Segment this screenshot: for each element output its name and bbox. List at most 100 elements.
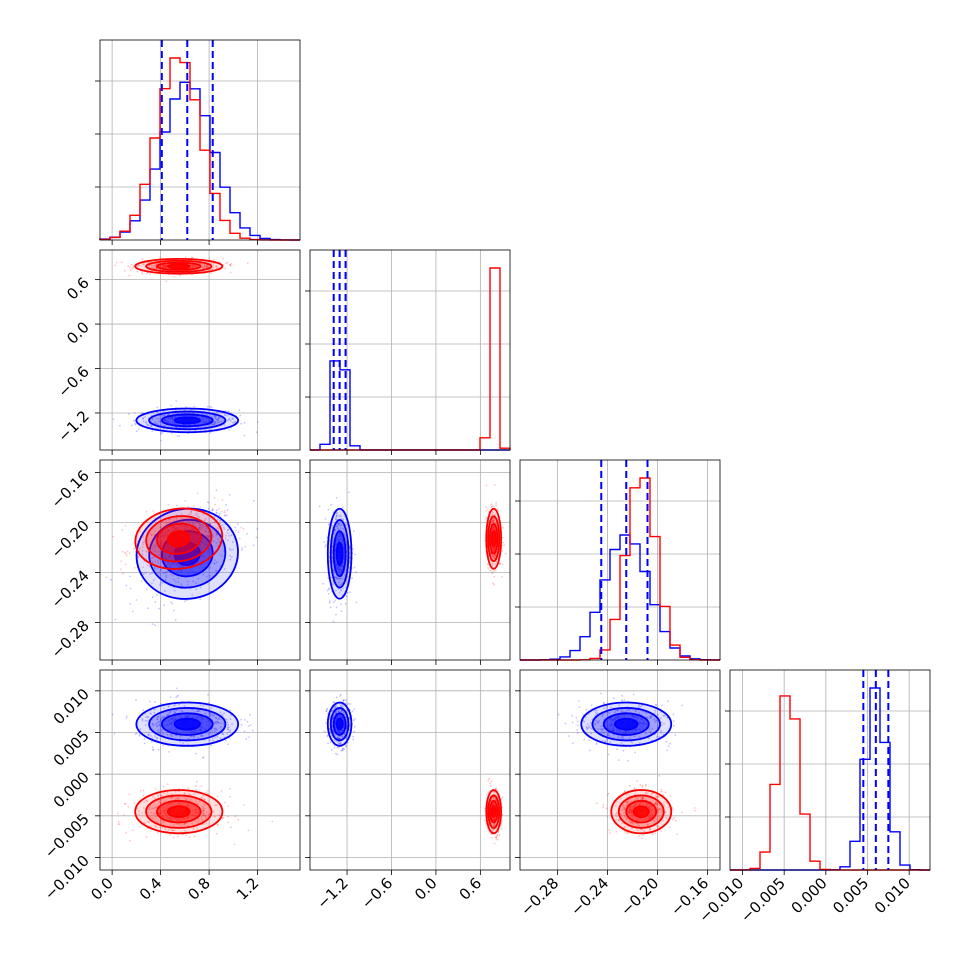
scatter-point xyxy=(224,537,227,540)
scatter-point xyxy=(337,587,340,590)
scatter-point xyxy=(188,799,191,802)
scatter-point xyxy=(228,411,230,413)
scatter-point xyxy=(122,572,124,575)
scatter-point xyxy=(501,536,504,539)
scatter-point xyxy=(149,816,152,819)
scatter-point xyxy=(207,789,209,792)
scatter-point xyxy=(200,734,202,737)
scatter-point xyxy=(196,492,199,495)
scatter-point xyxy=(206,264,208,267)
scatter-point xyxy=(105,576,108,579)
scatter-point xyxy=(162,716,165,719)
scatter-point xyxy=(681,811,684,814)
scatter-point xyxy=(659,807,662,810)
scatter-point xyxy=(229,264,232,266)
scatter-point xyxy=(214,414,217,417)
scatter-point xyxy=(221,524,224,527)
scatter-point xyxy=(159,801,162,804)
scatter-point xyxy=(140,580,143,582)
scatter-point xyxy=(603,707,605,710)
scatter-point xyxy=(193,835,196,838)
scatter-point xyxy=(215,267,218,269)
scatter-point xyxy=(192,828,195,830)
scatter-point xyxy=(129,587,132,590)
scatter-point xyxy=(143,738,146,740)
scatter-point xyxy=(344,732,346,735)
scatter-point xyxy=(228,493,231,496)
scatter-point xyxy=(218,814,221,817)
scatter-point xyxy=(208,535,210,538)
scatter-point xyxy=(189,793,192,796)
scatter-point xyxy=(191,708,194,711)
scatter-point xyxy=(223,514,226,517)
scatter-point xyxy=(213,727,216,730)
scatter-point xyxy=(606,815,609,818)
scatter-point xyxy=(322,582,324,585)
scatter-point xyxy=(217,722,220,724)
scatter-point xyxy=(129,575,132,578)
scatter-point xyxy=(201,814,204,816)
scatter-point xyxy=(213,562,216,565)
scatter-point xyxy=(163,604,166,607)
scatter-point xyxy=(166,783,169,785)
scatter-point xyxy=(142,709,145,712)
scatter-point xyxy=(588,749,591,752)
scatter-point xyxy=(151,596,154,599)
scatter-point xyxy=(151,807,153,810)
grid-layer xyxy=(100,40,930,870)
scatter-point xyxy=(151,265,153,268)
scatter-point xyxy=(147,734,150,737)
scatter-point xyxy=(501,550,504,552)
scatter-point xyxy=(605,807,608,810)
scatter-point xyxy=(123,814,125,816)
scatter-point xyxy=(172,836,175,839)
scatter-point xyxy=(597,728,600,730)
scatter-point xyxy=(342,699,345,701)
scatter-point xyxy=(203,267,205,270)
scatter-point xyxy=(347,733,350,736)
scatter-point xyxy=(151,748,154,751)
scatter-point xyxy=(607,734,609,736)
scatter-point xyxy=(163,414,166,417)
scatter-point xyxy=(173,823,176,826)
scatter-point xyxy=(494,798,497,800)
scatter-point xyxy=(157,748,160,751)
scatter-point xyxy=(123,802,126,805)
scatter-point xyxy=(606,739,608,741)
scatter-point xyxy=(155,722,158,725)
scatter-point xyxy=(150,740,153,743)
scatter-point xyxy=(166,570,169,573)
scatter-point xyxy=(209,523,211,525)
scatter-point xyxy=(152,807,155,810)
scatter-point xyxy=(157,427,160,429)
scatter-point xyxy=(334,712,337,715)
scatter-point xyxy=(495,837,498,840)
scatter-point xyxy=(161,826,164,829)
scatter-point xyxy=(219,711,222,714)
scatter-point xyxy=(208,711,211,714)
scatter-point xyxy=(693,807,696,809)
scatter-point xyxy=(233,421,236,424)
scatter-point xyxy=(160,432,163,434)
scatter-point xyxy=(139,728,142,730)
scatter-point xyxy=(217,417,220,419)
scatter-point xyxy=(131,610,134,613)
scatter-point xyxy=(146,820,149,823)
scatter-point xyxy=(229,788,232,790)
scatter-point xyxy=(156,593,158,596)
scatter-point xyxy=(202,529,205,531)
scatter-point xyxy=(141,549,144,552)
scatter-point xyxy=(226,721,229,724)
scatter-point xyxy=(175,687,178,690)
scatter-point xyxy=(157,562,160,565)
scatter-point xyxy=(195,588,198,591)
scatter-point xyxy=(203,520,206,522)
scatter-point xyxy=(221,499,224,501)
scatter-point xyxy=(163,707,165,709)
scatter-point xyxy=(334,599,336,602)
scatter-point xyxy=(332,570,335,573)
scatter-point xyxy=(660,729,662,732)
scatter-point xyxy=(160,414,163,417)
scatter-point xyxy=(608,829,611,832)
scatter-point xyxy=(336,526,339,529)
